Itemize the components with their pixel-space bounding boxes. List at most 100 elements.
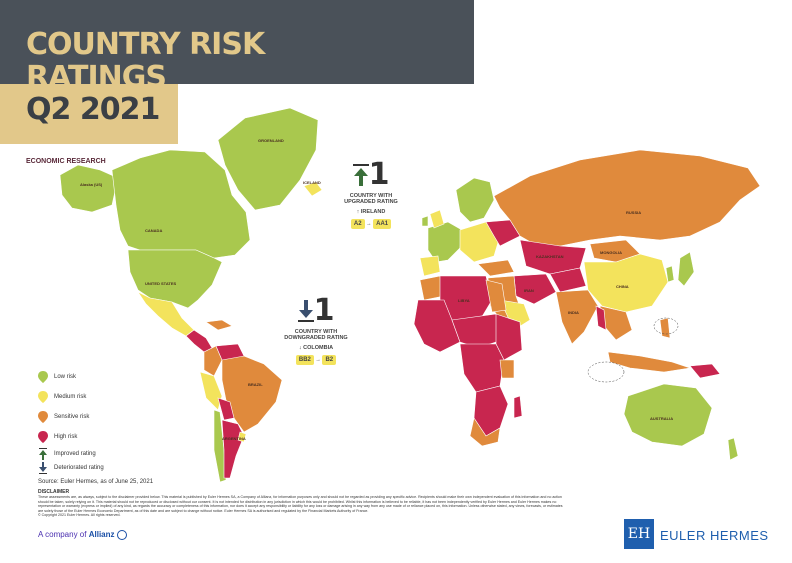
region-philippines <box>659 317 671 339</box>
up-arrow-icon <box>352 164 369 186</box>
label-india: INDIA <box>568 310 579 315</box>
downgrade-rating-row: BB2 → B2 <box>276 355 356 365</box>
company-line: A company of Allianz <box>38 530 127 540</box>
label-usa: UNITED STATES <box>145 281 177 286</box>
region-myanmar <box>595 305 607 331</box>
legend-deteriorated: Deteriorated rating <box>38 461 104 475</box>
downgrade-label: COUNTRY WITH DOWNGRADED RATING <box>284 329 348 341</box>
legend-medium: Medium risk <box>38 390 86 404</box>
high-risk-pin-icon <box>38 431 48 443</box>
downgrade-country: COLOMBIA <box>303 345 334 351</box>
highlight-circle-pacific <box>653 317 679 335</box>
header-gold-block <box>0 84 178 144</box>
upgrade-from-rating: A2 <box>350 219 365 229</box>
down-mini-arrow-icon: ↓ <box>298 345 302 351</box>
arrow-right-icon: → <box>366 221 372 227</box>
company-prefix: A company of <box>38 530 87 540</box>
legend-deteriorated-label: Deteriorated rating <box>54 465 104 471</box>
legend-high-label: High risk <box>54 434 78 440</box>
allianz-logo: Allianz <box>88 530 115 540</box>
legend-improved: Improved rating <box>38 447 96 461</box>
region-uruguay <box>237 431 247 443</box>
region-scandinavia <box>455 177 495 223</box>
region-russia <box>493 149 761 247</box>
disclaimer-text: These assessments are, as always, subjec… <box>38 495 563 513</box>
region-canada <box>111 149 251 259</box>
region-iran <box>513 273 557 305</box>
label-alaska: Alaska (US) <box>80 182 103 187</box>
region-south-africa <box>469 417 501 447</box>
legend-sensitive-label: Sensitive risk <box>54 414 90 420</box>
label-mongolia: MONGOLIA <box>600 250 622 255</box>
region-colombia <box>203 345 223 377</box>
region-argentina <box>221 419 245 479</box>
label-iceland: ICELAND <box>303 180 321 185</box>
region-brazil <box>221 355 283 433</box>
region-greenland <box>217 107 319 211</box>
region-papua <box>689 363 721 379</box>
region-japan <box>677 251 695 287</box>
region-korea <box>665 265 675 283</box>
up-mini-arrow-icon: ↑ <box>356 209 360 215</box>
region-central-america <box>185 329 213 353</box>
region-usa <box>127 249 223 309</box>
label-russia: RUSSIA <box>626 210 641 215</box>
legend-low: Low risk <box>38 370 76 384</box>
region-india <box>555 289 599 345</box>
label-brazil: BRAZIL <box>248 382 263 387</box>
title-line-1: COUNTRY RISK <box>26 27 265 62</box>
region-iberia <box>419 255 441 277</box>
source-note: Source: Euler Hermes, as of June 25, 202… <box>38 479 154 485</box>
downgrade-callout: 1 COUNTRY WITH DOWNGRADED RATING ↓ COLOM… <box>276 296 356 365</box>
region-bolivia <box>217 397 235 421</box>
downgrade-to-rating: B2 <box>322 355 337 365</box>
region-madagascar <box>513 395 523 419</box>
region-caribbean <box>205 319 233 331</box>
arrow-right-icon: → <box>315 357 321 363</box>
label-libya: LIBYA <box>458 298 470 303</box>
upgrade-label: COUNTRY WITH UPGRADED RATING <box>344 193 398 205</box>
label-iran: IRAN <box>524 288 534 293</box>
title-line-2: RATINGS <box>26 60 167 95</box>
upgrade-count: 1 <box>368 157 390 192</box>
region-iceland <box>303 181 323 197</box>
region-kenya <box>499 359 515 379</box>
low-risk-pin-icon <box>38 371 48 383</box>
economic-research-label: ECONOMIC RESEARCH <box>26 158 106 165</box>
label-china: CHINA <box>616 284 629 289</box>
region-turkey <box>477 259 515 277</box>
region-western-europe <box>427 221 463 263</box>
label-canada: CANADA <box>145 228 162 233</box>
copyright: © Copyright 2021 Euler Hermes. All right… <box>38 513 121 518</box>
downgrade-country-row: ↓ COLOMBIA <box>276 345 356 351</box>
legend-low-label: Low risk <box>54 374 77 380</box>
region-ukraine <box>485 219 521 247</box>
upgrade-to-rating: AA1 <box>373 219 392 229</box>
region-new-zealand <box>727 437 739 461</box>
region-central-africa <box>459 343 505 393</box>
highlight-circle-se-asia <box>587 361 625 383</box>
region-australia <box>623 383 713 447</box>
region-ireland <box>421 215 429 227</box>
sensitive-risk-pin-icon <box>38 411 48 423</box>
disclaimer: DISCLAIMER These assessments are, as alw… <box>38 489 568 518</box>
upgrade-country: IRELAND <box>360 209 386 215</box>
euler-hermes-logo-mark: EH <box>624 519 654 549</box>
label-greenland: GROENLAND <box>258 138 284 143</box>
disclaimer-title: DISCLAIMER <box>38 489 70 495</box>
title-line-3: Q2 2021 <box>26 92 160 127</box>
label-australia: AUSTRALIA <box>650 416 673 421</box>
region-alaska <box>59 164 119 213</box>
region-indonesia <box>607 351 691 373</box>
downgrade-count: 1 <box>313 293 335 328</box>
legend-improved-label: Improved rating <box>54 451 96 457</box>
upgrade-callout: 1 COUNTRY WITH UPGRADED RATING ↑ IRELAND… <box>336 160 406 229</box>
legend-medium-label: Medium risk <box>54 394 87 400</box>
upgrade-rating-row: A2 → AA1 <box>336 219 406 229</box>
region-egypt <box>485 279 507 313</box>
region-chile <box>213 409 227 483</box>
allianz-eagle-icon <box>116 530 127 540</box>
region-west-africa <box>413 299 461 353</box>
region-peru <box>199 371 223 411</box>
downgrade-from-rating: BB2 <box>295 355 314 365</box>
